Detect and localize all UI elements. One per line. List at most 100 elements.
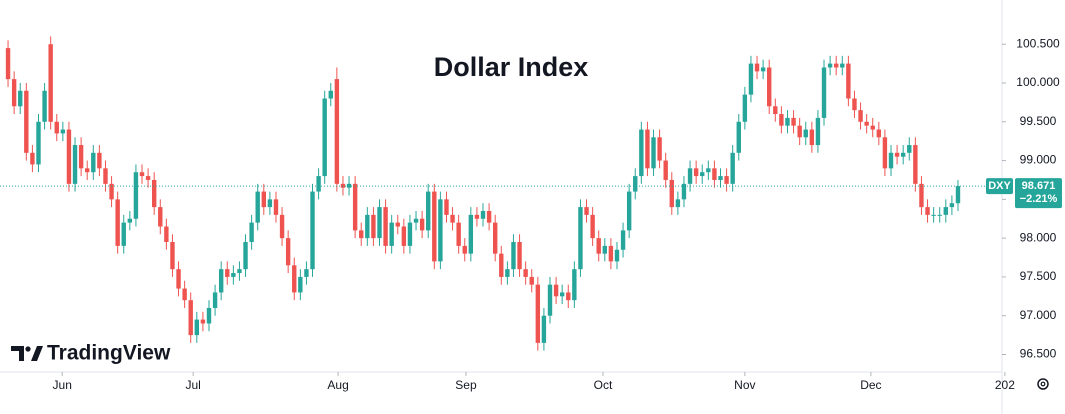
x-tick-label: Jul	[185, 378, 200, 392]
candle-body	[426, 191, 431, 231]
candle-body	[687, 168, 693, 184]
candle-body	[620, 230, 626, 250]
candle-body	[486, 210, 492, 223]
candle-body	[48, 44, 53, 122]
candle-body	[852, 98, 857, 111]
settings-ring[interactable]	[1037, 378, 1049, 390]
candle-body	[809, 129, 815, 146]
candle-body	[669, 179, 674, 208]
candle-body	[523, 269, 528, 277]
candle-body	[121, 222, 126, 246]
change-label: −2.21%	[1020, 193, 1058, 205]
candle-body	[937, 214, 942, 216]
candle-body	[432, 191, 437, 262]
candle-body	[651, 137, 656, 169]
settings-hub[interactable]	[1040, 381, 1046, 387]
candle-body	[438, 199, 443, 262]
candle-body	[730, 152, 735, 184]
candle-body	[24, 90, 29, 153]
candle-body	[858, 110, 863, 122]
candle-body	[261, 191, 266, 208]
candle-body	[663, 160, 668, 180]
candle-body	[833, 63, 839, 68]
logo-slash	[31, 346, 43, 361]
candle-body	[492, 222, 498, 254]
y-tick-label: 100.500	[1016, 36, 1060, 50]
candle-body	[322, 98, 327, 177]
candle-body	[718, 176, 723, 180]
candle-body	[444, 199, 449, 215]
x-tick-label: Sep	[455, 378, 477, 392]
candle-body	[803, 129, 808, 138]
candle-body	[401, 226, 407, 246]
candle-body	[212, 292, 218, 308]
x-tick-label: 202	[995, 378, 1015, 392]
x-tick-label: Jun	[53, 378, 72, 392]
candle-body	[578, 207, 583, 270]
candle-body	[608, 245, 614, 262]
candle-body	[103, 168, 108, 184]
candle-body	[754, 63, 760, 72]
candle-body	[602, 245, 608, 254]
candle-body	[413, 218, 419, 223]
candle-body	[955, 186, 961, 204]
y-tick-label: 96.500	[1020, 347, 1057, 361]
candle-body	[194, 319, 200, 336]
candle-body	[468, 214, 474, 254]
candle-body	[572, 269, 577, 301]
candle-body	[170, 242, 175, 270]
candle-body	[535, 284, 541, 343]
candle-body	[541, 315, 547, 343]
candle-body	[870, 125, 875, 130]
candle-body	[352, 183, 358, 231]
candle-body	[474, 214, 480, 219]
candle-body	[450, 214, 455, 223]
candle-body	[292, 265, 297, 293]
candle-body	[724, 176, 729, 184]
candle-body	[925, 207, 930, 215]
y-tick-label: 99.000	[1020, 153, 1057, 167]
candle-body	[645, 129, 650, 169]
candle-body	[894, 152, 900, 157]
candle-body	[359, 230, 364, 239]
candle-body	[371, 214, 376, 239]
candle-body	[681, 183, 687, 200]
symbol-tag	[986, 178, 1013, 195]
logo-dot	[25, 346, 31, 352]
candle-body	[779, 114, 784, 126]
x-tick-label: Aug	[327, 378, 348, 392]
candle-body	[91, 152, 96, 173]
candle-body	[419, 218, 425, 231]
candle-body	[200, 319, 206, 324]
y-tick-label: 100.000	[1016, 75, 1060, 89]
candle-body	[158, 207, 163, 227]
candle-body	[218, 269, 224, 293]
candle-body	[693, 168, 699, 177]
symbol-label: DXY	[988, 180, 1011, 192]
candle-body	[840, 63, 845, 68]
candle-body	[700, 172, 705, 177]
candle-body	[584, 207, 589, 215]
candle-body	[273, 199, 279, 215]
candle-body	[395, 222, 400, 227]
candle-body	[249, 222, 254, 243]
candle-body	[742, 94, 748, 122]
candle-body	[821, 67, 827, 118]
candle-body	[30, 152, 35, 165]
last-price-label: 98.671	[1022, 180, 1056, 192]
x-tick-label: Nov	[734, 378, 755, 392]
candle-body	[109, 183, 114, 200]
candle-body	[36, 121, 41, 165]
candle-body	[900, 152, 906, 157]
candle-body	[407, 222, 413, 246]
candle-body	[206, 307, 212, 324]
candle-body	[505, 269, 510, 277]
candle-body	[328, 90, 333, 99]
candle-body	[18, 90, 23, 107]
settings-icon[interactable]	[1037, 378, 1049, 390]
logo-mark	[11, 346, 24, 361]
candle-body	[97, 152, 102, 169]
candle-body	[182, 288, 187, 301]
candle-body	[547, 284, 553, 316]
candle-body	[60, 129, 66, 134]
